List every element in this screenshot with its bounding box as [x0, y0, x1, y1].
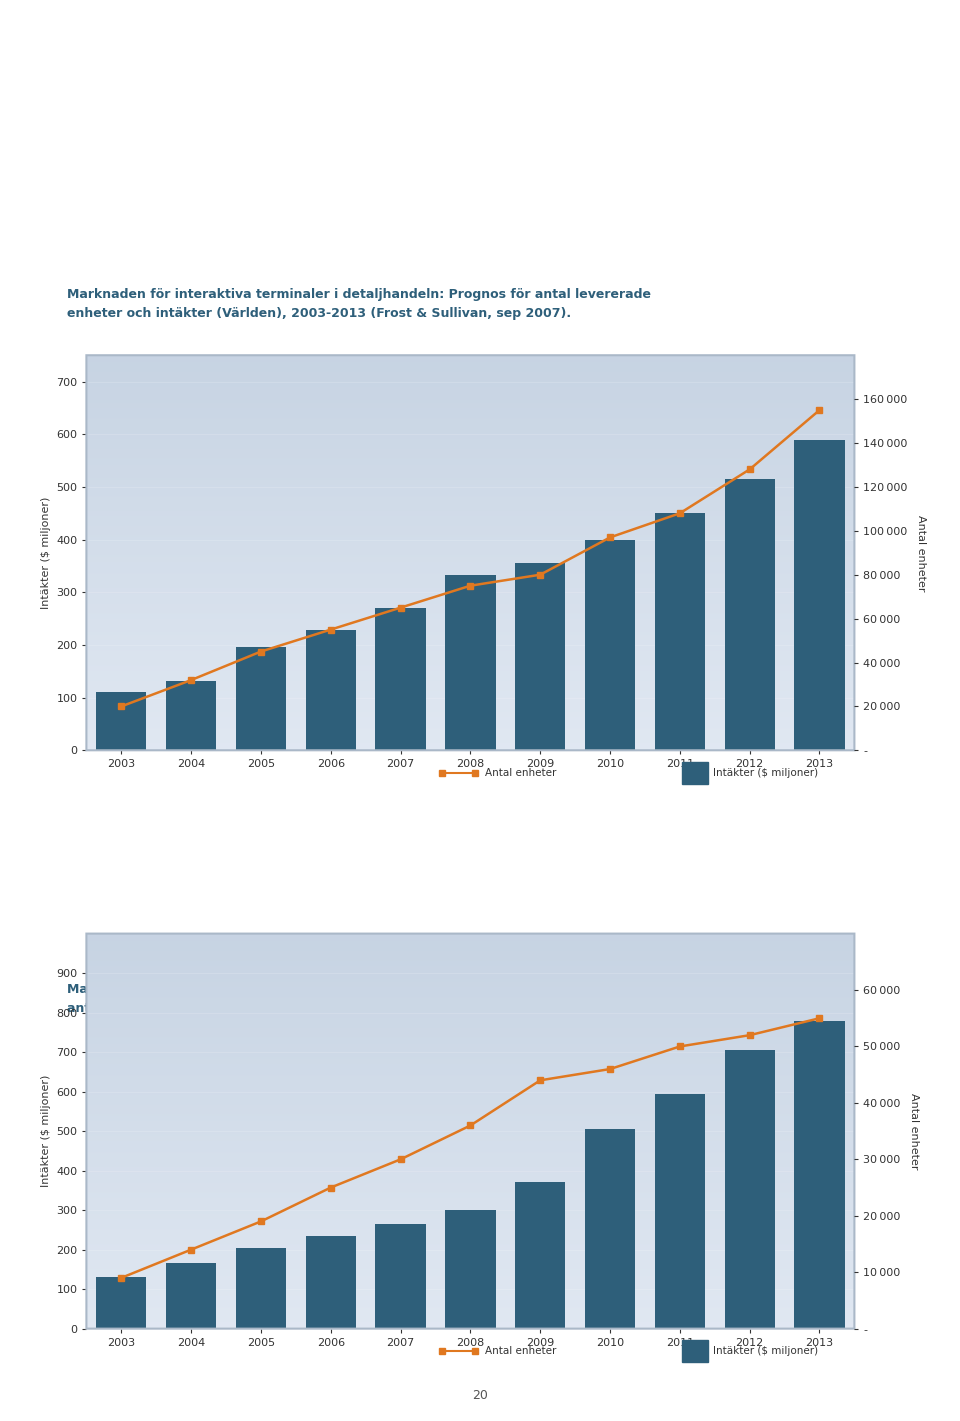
Bar: [682, 1340, 708, 1363]
Bar: [725, 479, 775, 750]
Text: Intäkter ($ miljoner): Intäkter ($ miljoner): [712, 1346, 818, 1357]
Bar: [305, 1236, 356, 1329]
Bar: [375, 1223, 425, 1329]
Bar: [445, 576, 495, 750]
Bar: [236, 1248, 286, 1329]
Bar: [516, 563, 565, 750]
Bar: [794, 439, 845, 750]
Y-axis label: Antal enheter: Antal enheter: [909, 1093, 919, 1169]
Bar: [96, 692, 147, 750]
Text: Marknaden för interaktiva terminaler i detaljhandeln: Prognos för antal leverera: Marknaden för interaktiva terminaler i d…: [67, 288, 651, 320]
Y-axis label: Intäkter ($ miljoner): Intäkter ($ miljoner): [40, 496, 51, 610]
Bar: [445, 1211, 495, 1329]
Bar: [96, 1277, 147, 1329]
Bar: [375, 608, 425, 750]
Bar: [166, 1263, 216, 1329]
Bar: [655, 513, 705, 750]
Text: Marknaden för interaktiva självutcheckningsterminaler i detaljhandeln: Prognos f: Marknaden för interaktiva självutcheckni…: [67, 983, 707, 1015]
Y-axis label: Antal enheter: Antal enheter: [916, 514, 926, 591]
Bar: [516, 1182, 565, 1329]
Bar: [236, 647, 286, 750]
Bar: [725, 1050, 775, 1329]
Bar: [794, 1020, 845, 1329]
Bar: [682, 762, 708, 784]
Bar: [585, 1130, 636, 1329]
Text: Frost & Sullivan har i september 2007 presenterat en analys, World Interactive K: Frost & Sullivan har i september 2007 pr…: [29, 31, 767, 90]
Bar: [585, 540, 636, 750]
Text: Antal enheter: Antal enheter: [485, 767, 556, 779]
Text: 20: 20: [472, 1388, 488, 1403]
Text: Antal enheter: Antal enheter: [485, 1346, 556, 1357]
Bar: [166, 681, 216, 750]
Y-axis label: Intäkter ($ miljoner): Intäkter ($ miljoner): [40, 1074, 51, 1188]
Text: Intäkter ($ miljoner): Intäkter ($ miljoner): [712, 767, 818, 779]
Bar: [305, 630, 356, 750]
Bar: [655, 1094, 705, 1329]
